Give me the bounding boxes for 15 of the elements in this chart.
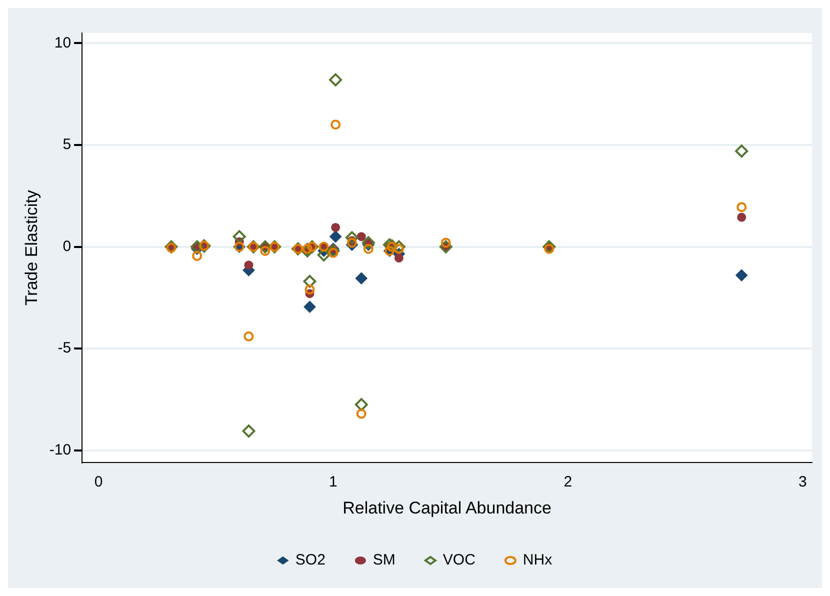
y-tick-label: -5: [58, 340, 72, 357]
x-tick-label: 0: [94, 474, 103, 491]
x-tick-label: 3: [798, 474, 807, 491]
legend-label: SM: [372, 552, 396, 569]
legend-label: NHx: [522, 552, 553, 569]
y-tick-label: 10: [54, 34, 72, 52]
x-tick-label: 2: [564, 474, 572, 491]
legend-label: VOC: [442, 552, 476, 569]
x-axis-title: Relative Capital Abundance: [342, 498, 552, 518]
y-axis-title: Trade Elasticity: [22, 190, 41, 306]
y-tick-label: 5: [62, 136, 72, 154]
legend-label: SO2: [295, 552, 326, 569]
y-tick-label: 0: [62, 238, 72, 255]
x-tick-label: 1: [329, 474, 338, 491]
y-tick-label: -10: [49, 442, 72, 459]
